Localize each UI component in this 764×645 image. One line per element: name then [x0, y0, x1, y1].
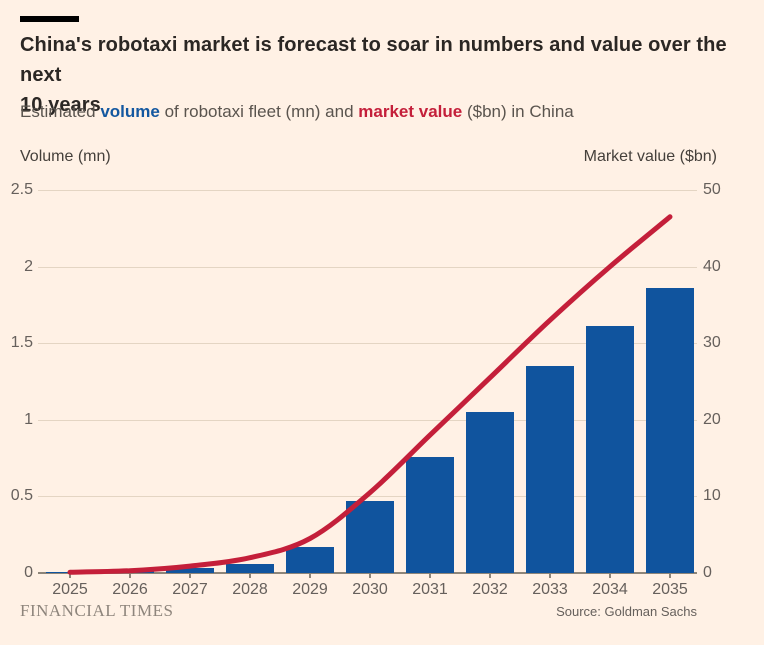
- x-tick-2025: [69, 573, 71, 578]
- year-label-2031: 2031: [412, 581, 448, 598]
- x-tick-2031: [429, 573, 431, 578]
- bar-2034: [586, 326, 634, 573]
- bar-2032: [466, 412, 514, 573]
- year-label-2035: 2035: [652, 581, 688, 598]
- right-tick-label-30: 30: [703, 334, 721, 352]
- x-tick-2030: [369, 573, 371, 578]
- right-tick-label-20: 20: [703, 410, 721, 428]
- chart-title-line2: 10 years: [20, 94, 101, 116]
- chart-title-line1: China's robotaxi market is forecast to s…: [20, 34, 727, 86]
- bar-2027: [166, 568, 214, 573]
- plot-area: [38, 190, 697, 578]
- right-tick-label-0: 0: [703, 564, 712, 581]
- left-tick-label-1.5: 1.5: [10, 334, 33, 352]
- x-tick-2026: [129, 573, 131, 578]
- subtitle-value-label: market value: [358, 102, 463, 121]
- bar-2031: [406, 456, 454, 573]
- bar-2035: [646, 288, 694, 573]
- ft-logo-text: FINANCIAL TIMES: [20, 601, 174, 620]
- subtitle-volume-label: volume: [100, 102, 160, 121]
- year-label-2033: 2033: [532, 581, 568, 598]
- accent-bar: [20, 16, 79, 22]
- bar-2030: [346, 501, 394, 573]
- chart-subtitle: Estimated volume of robotaxi fleet (mn) …: [20, 102, 744, 122]
- x-axis-line: [38, 572, 697, 574]
- x-tick-2028: [249, 573, 251, 578]
- gridline-2.5: [38, 190, 697, 191]
- gridline-1.5: [38, 343, 697, 345]
- subtitle-lead: Estimated: [20, 102, 101, 121]
- year-label-2028: 2028: [232, 581, 268, 598]
- year-label-2032: 2032: [472, 581, 508, 598]
- right-tick-label-40: 40: [703, 257, 721, 275]
- left-tick-label-0.5: 0.5: [10, 487, 33, 505]
- x-tick-2027: [189, 573, 191, 578]
- year-label-2030: 2030: [352, 581, 388, 598]
- left-tick-label-1: 1: [24, 410, 33, 428]
- subtitle-mid: of robotaxi fleet (mn) and: [159, 102, 359, 121]
- x-tick-2035: [669, 573, 671, 578]
- left-axis-title: Volume (mn): [20, 148, 111, 165]
- subtitle-tail: ($bn) in China: [462, 102, 574, 121]
- x-tick-2034: [609, 573, 611, 578]
- year-label-2027: 2027: [172, 581, 208, 598]
- left-tick-label-2.5: 2.5: [10, 181, 33, 198]
- x-tick-2033: [549, 573, 551, 578]
- chart-title: China's robotaxi market is forecast to s…: [20, 30, 744, 120]
- bar-2028: [226, 563, 274, 573]
- right-tick-label-50: 50: [703, 181, 721, 198]
- year-label-2034: 2034: [592, 581, 628, 598]
- bar-2029: [286, 546, 334, 573]
- right-tick-label-10: 10: [703, 487, 721, 505]
- x-tick-2032: [489, 573, 491, 578]
- right-axis-title: Market value ($bn): [583, 148, 717, 165]
- left-tick-label-2: 2: [24, 257, 33, 275]
- year-label-2025: 2025: [52, 581, 88, 598]
- bar-2033: [526, 366, 574, 573]
- year-label-2029: 2029: [292, 581, 328, 598]
- market-value-line: [67, 214, 673, 575]
- x-tick-2029: [309, 573, 311, 578]
- left-tick-label-0: 0: [24, 564, 33, 581]
- gridline-1: [38, 419, 697, 421]
- year-label-2026: 2026: [112, 581, 148, 598]
- gridline-2: [38, 266, 697, 268]
- source-note: Source: Goldman Sachs: [556, 604, 697, 619]
